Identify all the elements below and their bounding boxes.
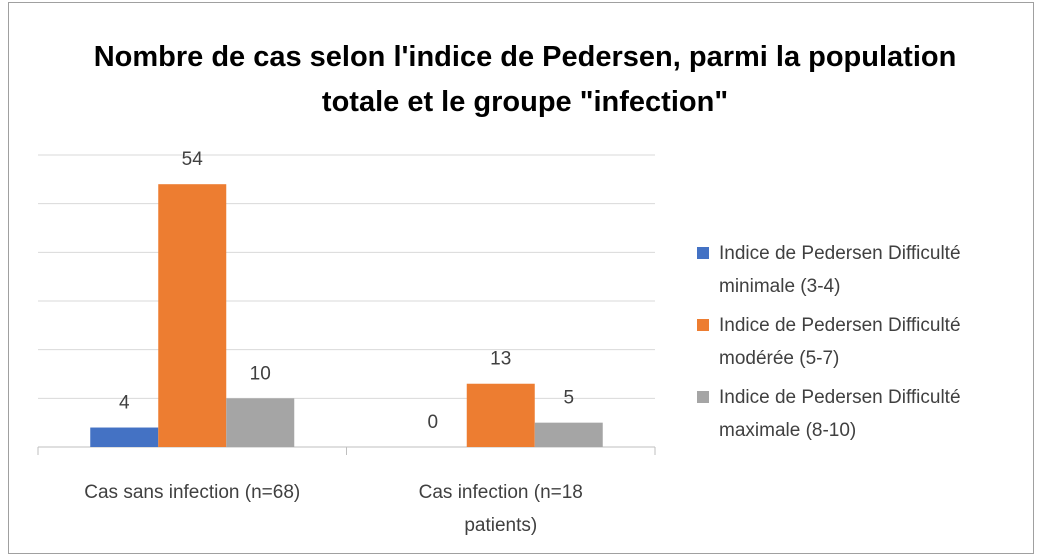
chart-title: Nombre de cas selon l'indice de Pedersen… xyxy=(93,41,957,118)
legend-label: Indice de Pedersen Difficulté maximale (… xyxy=(719,387,961,441)
data-label: 10 xyxy=(250,363,271,384)
bar xyxy=(466,383,535,447)
x-tick-label: Cas infection (n=18 patients) xyxy=(418,482,583,536)
legend-label: Indice de Pedersen Difficulté modérée (5… xyxy=(719,315,961,369)
legend-label: Indice de Pedersen Difficulté minimale (… xyxy=(719,243,961,297)
legend-swatch xyxy=(697,247,709,259)
data-label: 54 xyxy=(182,149,204,170)
data-label: 5 xyxy=(563,388,574,409)
data-label: 4 xyxy=(119,393,130,414)
legend-swatch xyxy=(697,391,709,403)
bar xyxy=(158,184,227,447)
bar xyxy=(534,422,603,447)
data-label: 0 xyxy=(427,412,438,433)
legend-swatch xyxy=(697,319,709,331)
bar xyxy=(90,427,159,447)
chart-frame xyxy=(8,2,1034,554)
bar xyxy=(226,398,295,447)
x-tick-label: Cas sans infection (n=68) xyxy=(84,482,301,503)
data-label: 13 xyxy=(490,349,511,370)
